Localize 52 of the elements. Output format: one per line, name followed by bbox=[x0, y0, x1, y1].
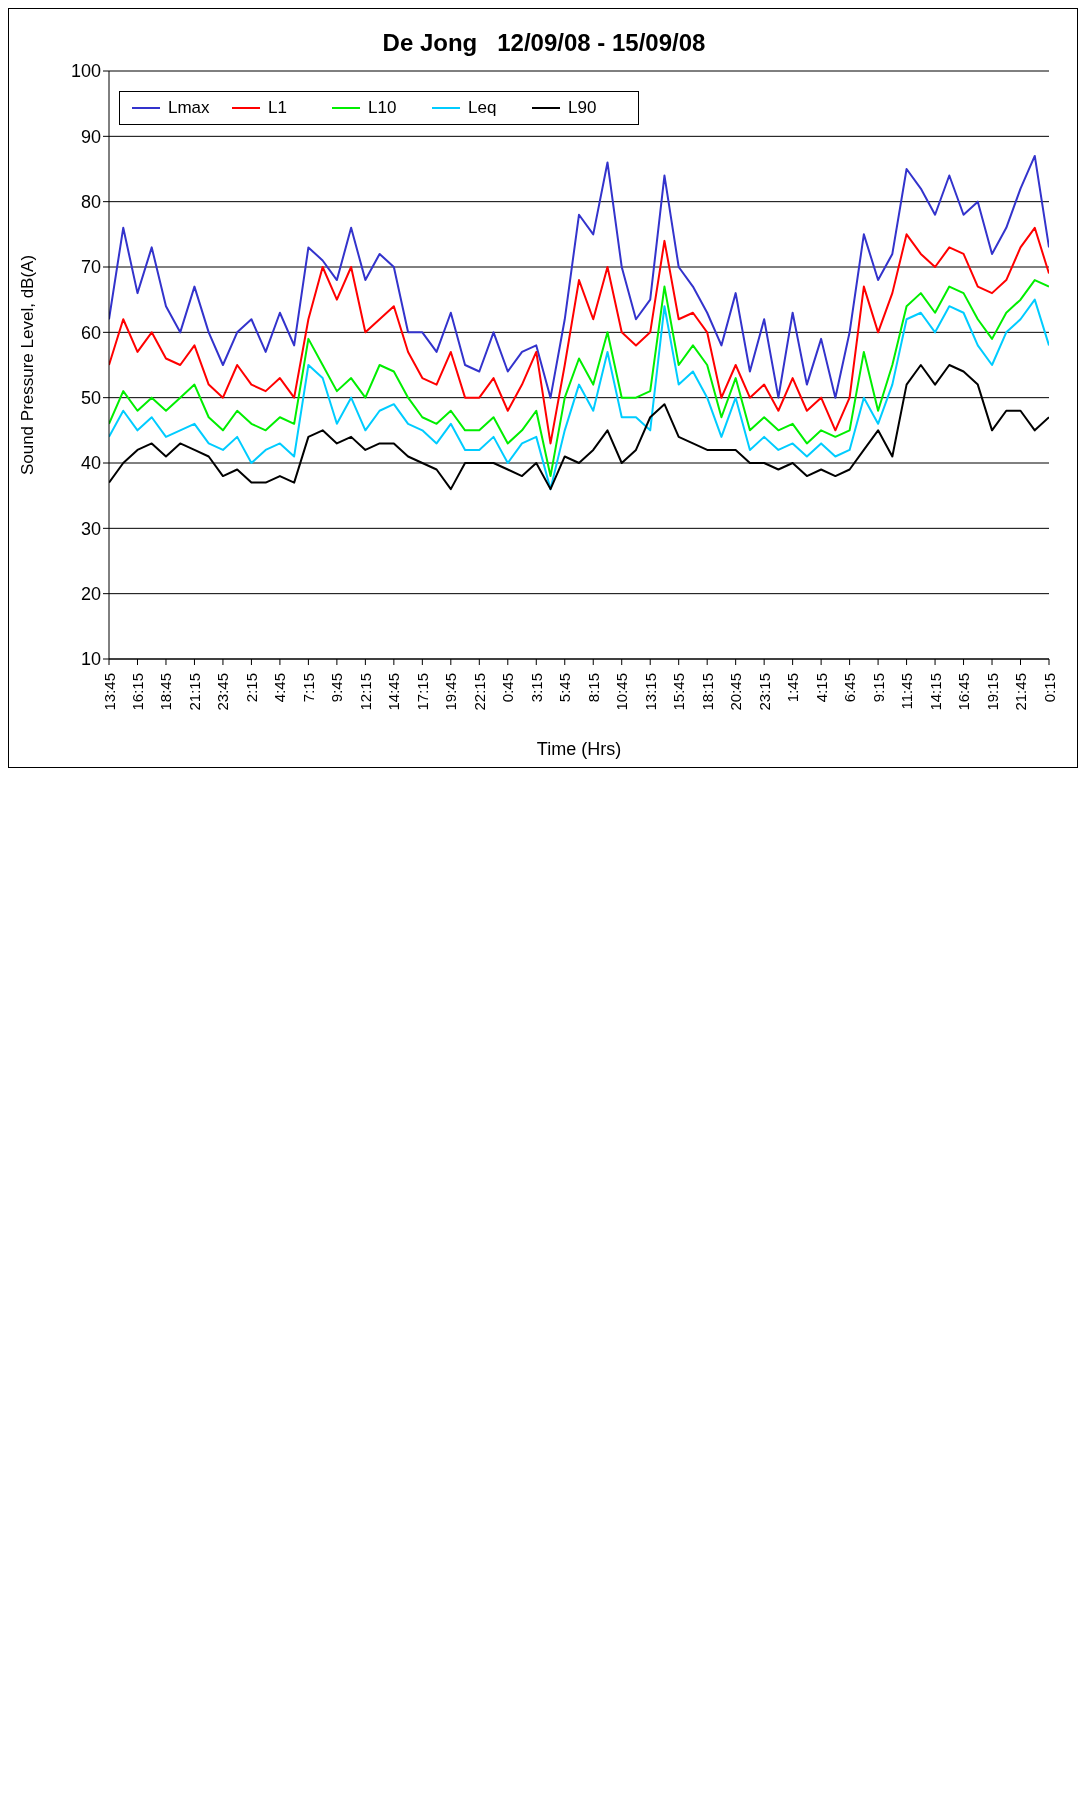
x-tick-label: 19:15 bbox=[983, 673, 1001, 711]
y-tick-label: 90 bbox=[80, 126, 101, 147]
x-tick-label: 23:45 bbox=[214, 673, 232, 711]
y-axis-title: Sound Pressure Level, dB(A) bbox=[18, 254, 38, 476]
y-tick-label: 80 bbox=[80, 192, 101, 213]
legend-label: Leq bbox=[468, 98, 497, 118]
x-tick-label: 19:45 bbox=[442, 673, 460, 711]
y-tick-label: 100 bbox=[70, 61, 101, 82]
x-tick-label: 0:15 bbox=[1040, 673, 1058, 703]
x-tick-label: 16:45 bbox=[955, 673, 973, 711]
x-tick-label: 9:15 bbox=[869, 673, 887, 703]
x-tick-label: 12:15 bbox=[356, 673, 374, 711]
x-tick-label: 18:45 bbox=[157, 673, 175, 711]
x-tick-label: 20:45 bbox=[727, 673, 745, 711]
x-tick-label: 5:45 bbox=[556, 673, 574, 703]
y-tick-label: 50 bbox=[80, 388, 101, 409]
x-tick-label: 11:45 bbox=[898, 673, 916, 710]
x-tick-label: 1:45 bbox=[784, 673, 802, 703]
legend-label: Lmax bbox=[168, 98, 210, 118]
y-tick-label: 70 bbox=[80, 257, 101, 278]
legend-label: L90 bbox=[568, 98, 597, 118]
x-tick-label: 0:45 bbox=[499, 673, 517, 703]
x-tick-label: 14:15 bbox=[926, 673, 944, 711]
x-tick-label: 17:15 bbox=[413, 673, 431, 711]
x-tick-label: 9:45 bbox=[328, 673, 346, 703]
x-tick-label: 23:15 bbox=[755, 673, 773, 711]
legend-label: L1 bbox=[268, 98, 287, 118]
y-tick-label: 30 bbox=[80, 518, 101, 539]
y-tick-label: 20 bbox=[80, 584, 101, 605]
y-tick-label: 10 bbox=[80, 649, 101, 670]
x-tick-label: 21:45 bbox=[1012, 673, 1030, 711]
x-tick-label: 13:45 bbox=[100, 673, 118, 711]
x-tick-label: 21:15 bbox=[185, 673, 203, 711]
x-tick-label: 4:15 bbox=[812, 673, 830, 703]
x-tick-label: 3:15 bbox=[527, 673, 545, 703]
x-tick-label: 16:15 bbox=[128, 673, 146, 711]
chart-title: De Jong 12/09/08 - 15/09/08 bbox=[381, 29, 707, 57]
legend-label: L10 bbox=[368, 98, 397, 118]
x-tick-label: 13:15 bbox=[641, 673, 659, 711]
x-tick-label: 8:15 bbox=[584, 673, 602, 703]
x-tick-label: 7:15 bbox=[299, 673, 317, 703]
x-tick-label: 10:45 bbox=[613, 673, 631, 711]
x-tick-label: 22:15 bbox=[470, 673, 488, 711]
x-tick-label: 6:45 bbox=[841, 673, 859, 703]
x-tick-label: 4:45 bbox=[271, 673, 289, 703]
y-tick-label: 60 bbox=[80, 322, 101, 343]
x-tick-label: 15:45 bbox=[670, 673, 688, 711]
x-tick-label: 2:15 bbox=[242, 673, 260, 703]
x-tick-label: 14:45 bbox=[385, 673, 403, 711]
x-axis-title: Time (Hrs) bbox=[536, 739, 622, 759]
y-tick-label: 40 bbox=[80, 453, 101, 474]
x-tick-label: 18:15 bbox=[698, 673, 716, 711]
